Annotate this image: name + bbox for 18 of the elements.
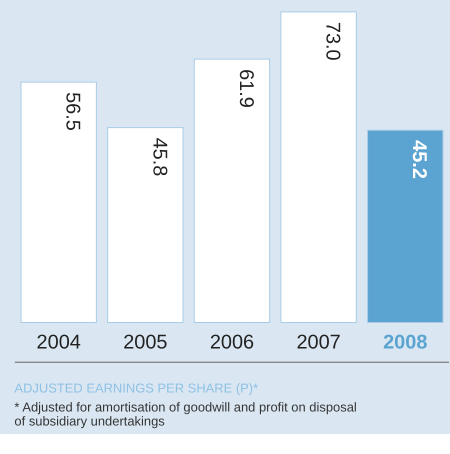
x-tick-label: 2006 <box>210 331 254 354</box>
data-label: 61.9 <box>234 69 257 108</box>
bar <box>194 58 270 324</box>
x-tick-label: 2007 <box>296 331 341 354</box>
bar <box>280 11 357 324</box>
text: ADJUSTED EARNINGS PER SHARE (P)* <box>14 380 258 396</box>
text: * Adjusted for amortisation of goodwill and profit on disposal <box>14 400 357 415</box>
data-label: 56.5 <box>62 92 84 131</box>
bar <box>367 130 444 324</box>
bar <box>20 82 97 324</box>
data-label: 73.0 <box>322 22 344 61</box>
data-label: 45.8 <box>148 138 170 176</box>
bar <box>107 127 184 324</box>
text: of subsidiary undertakings <box>14 414 165 429</box>
data-label: 45.2 <box>408 140 430 179</box>
x-tick-label: 2004 <box>36 331 81 354</box>
x-tick-label: 2005 <box>123 331 168 354</box>
x-tick-label: 2008 <box>383 331 428 354</box>
